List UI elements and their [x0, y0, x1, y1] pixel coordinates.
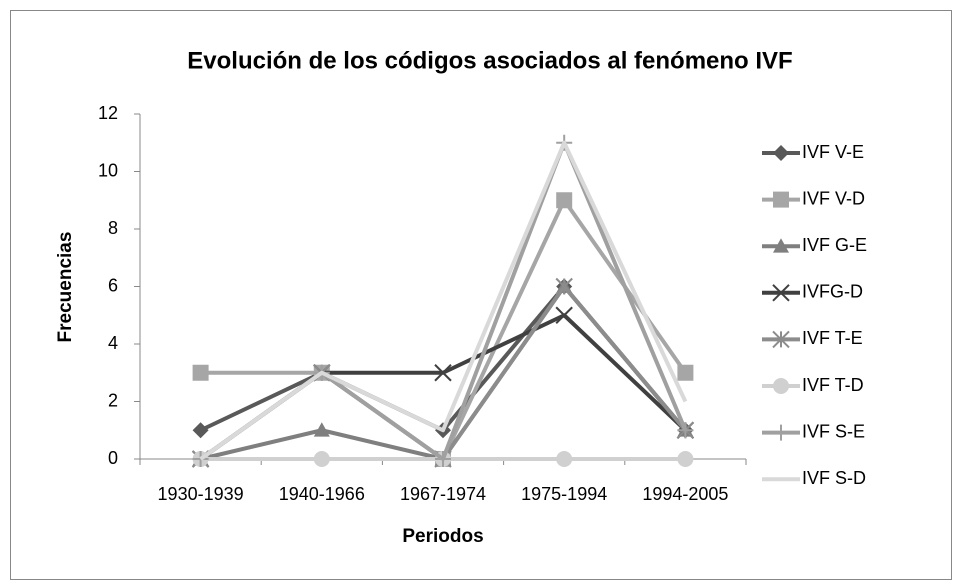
legend-label: IVF V-D: [802, 188, 865, 208]
y-tick-label: 0: [108, 448, 118, 468]
y-tick-label: 10: [98, 160, 118, 180]
legend-label: IVF S-D: [802, 468, 866, 488]
marker: [773, 238, 789, 253]
x-tick-label: 1940-1966: [279, 484, 365, 504]
legend-label: IVF T-D: [802, 375, 864, 395]
x-axis-title: Periodos: [402, 526, 483, 547]
y-tick-label: 6: [108, 275, 118, 295]
legend-label: IVFG-D: [802, 282, 863, 302]
marker: [192, 422, 209, 439]
chart-title: Evolución de los códigos asociados al fe…: [187, 47, 792, 74]
marker: [313, 422, 330, 437]
y-tick-label: 8: [108, 218, 118, 238]
chart-border: [10, 10, 952, 580]
y-tick-label: 12: [98, 103, 118, 123]
x-tick-label: 1930-1939: [158, 484, 244, 504]
legend-label: IVF V-E: [802, 142, 864, 162]
legend-label: IVF T-E: [802, 328, 863, 348]
marker: [556, 192, 573, 209]
x-tick-label: 1994-2005: [642, 484, 728, 504]
series-line: [199, 140, 688, 461]
marker: [773, 378, 789, 394]
x-tick-label: 1975-1994: [521, 484, 607, 504]
marker: [772, 330, 790, 349]
marker: [555, 306, 573, 324]
legend-label: IVF G-E: [802, 235, 867, 255]
x-tick-label: 1967-1974: [400, 484, 486, 504]
marker: [555, 277, 573, 296]
marker: [435, 451, 451, 467]
marker: [772, 284, 790, 302]
marker: [434, 364, 452, 382]
marker: [677, 364, 694, 381]
y-tick-label: 2: [108, 390, 118, 410]
marker: [773, 191, 789, 208]
marker: [677, 422, 694, 439]
marker: [773, 145, 789, 161]
marker: [773, 424, 789, 441]
marker: [313, 451, 330, 467]
legend-label: IVF S-E: [802, 421, 865, 441]
y-axis-title: Frecuencias: [55, 232, 76, 343]
marker: [192, 364, 209, 381]
marker: [677, 451, 694, 467]
y-tick-label: 4: [108, 333, 118, 353]
marker: [556, 451, 573, 467]
